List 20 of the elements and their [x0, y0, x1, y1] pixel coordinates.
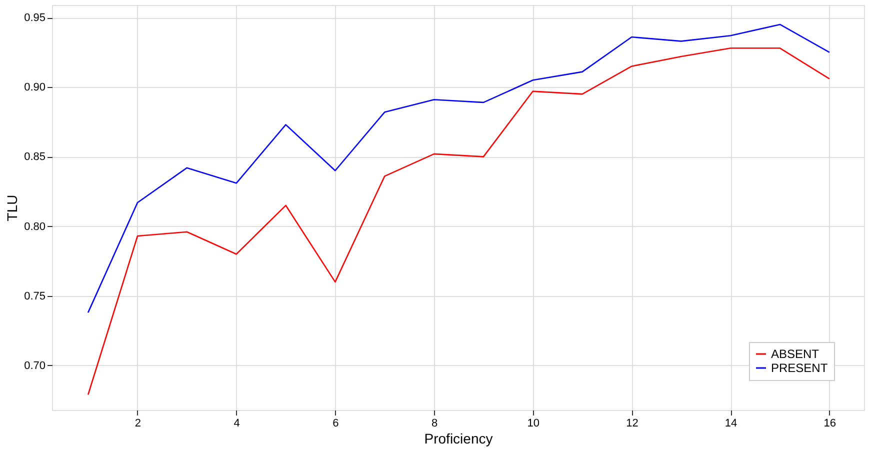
x-tick-label: 14 [724, 418, 738, 430]
legend-label: ABSENT [771, 347, 820, 361]
x-tick-label: 4 [234, 418, 240, 430]
x-tick-label: 12 [626, 418, 638, 430]
x-tick-label: 8 [431, 418, 438, 430]
x-tick-label: 2 [134, 418, 142, 430]
x-tick-label: 10 [527, 418, 540, 430]
y-axis-title: TLU [4, 194, 20, 222]
x-axis-title: Proficiency [424, 430, 493, 446]
y-tick-label: 0.85 [24, 151, 46, 164]
x-tick-label: 16 [824, 418, 836, 430]
y-tick-label: 0.90 [24, 82, 46, 94]
y-tick-label: 0.70 [24, 360, 46, 372]
legend-label: PRESENT [771, 361, 828, 375]
y-tick-label: 0.80 [24, 220, 46, 233]
y-tick-label: 0.95 [24, 12, 46, 24]
line-series [87, 24, 830, 314]
y-tick-label: 0.75 [24, 290, 46, 302]
line-series [87, 47, 830, 396]
x-tick-label: 6 [332, 418, 339, 430]
